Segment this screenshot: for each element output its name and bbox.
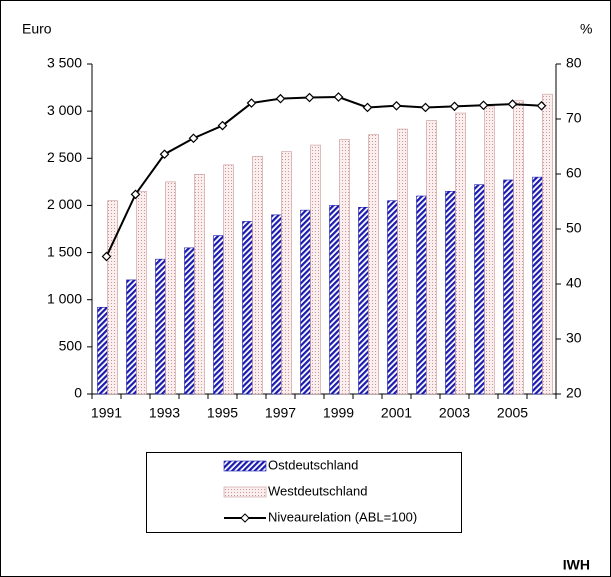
legend-label: Westdeutschland bbox=[268, 483, 368, 498]
bar bbox=[300, 209, 311, 395]
bar bbox=[532, 176, 543, 395]
y-tick-label: 0 bbox=[74, 385, 82, 401]
y-tick-label: 1 000 bbox=[47, 290, 82, 306]
y2-tick-label: 80 bbox=[566, 55, 582, 71]
bar bbox=[107, 200, 118, 395]
bar bbox=[155, 258, 166, 395]
bar bbox=[445, 190, 456, 395]
y2-tick-label: 60 bbox=[566, 165, 582, 181]
bar bbox=[136, 190, 147, 395]
marker bbox=[246, 98, 257, 108]
bar bbox=[474, 184, 485, 395]
legend-label: Ostdeutschland bbox=[268, 457, 358, 472]
y-tick-label: 1 500 bbox=[47, 243, 82, 259]
x-tick-label: 1995 bbox=[207, 405, 238, 421]
x-tick-label: 2001 bbox=[381, 405, 412, 421]
legend-swatch bbox=[223, 486, 267, 498]
y-tick-label: 3 500 bbox=[47, 55, 82, 71]
legend-marker bbox=[240, 513, 250, 523]
marker bbox=[101, 251, 112, 262]
bar bbox=[184, 247, 195, 395]
y2-tick-label: 70 bbox=[566, 110, 582, 126]
bar bbox=[358, 207, 369, 395]
bar bbox=[310, 144, 321, 395]
marker bbox=[449, 101, 460, 112]
marker bbox=[217, 120, 228, 131]
line bbox=[105, 95, 542, 257]
y2-axis-label: % bbox=[580, 21, 592, 37]
marker bbox=[188, 133, 199, 144]
y-tick-label: 3 000 bbox=[47, 102, 82, 118]
y-tick-label: 2 000 bbox=[47, 196, 82, 212]
bar bbox=[126, 279, 137, 395]
marker bbox=[130, 189, 141, 200]
y2-tick-label: 50 bbox=[566, 220, 582, 236]
marker bbox=[275, 93, 286, 104]
bar bbox=[416, 195, 427, 395]
bar bbox=[542, 93, 553, 395]
x-tick-label: 2003 bbox=[439, 405, 470, 421]
bar bbox=[387, 200, 398, 395]
bar bbox=[455, 112, 466, 395]
y-tick-label: 500 bbox=[59, 338, 83, 354]
legend-label: Niveaurelation (ABL=100) bbox=[268, 509, 417, 524]
legend-box bbox=[146, 452, 462, 533]
bar bbox=[397, 128, 408, 395]
source: IWH bbox=[563, 557, 590, 573]
x-tick-label: 1999 bbox=[323, 405, 354, 421]
bar bbox=[223, 164, 234, 395]
marker bbox=[391, 100, 402, 111]
marker bbox=[420, 102, 431, 113]
marker bbox=[304, 92, 315, 103]
bar bbox=[513, 100, 524, 395]
bar bbox=[503, 179, 514, 395]
x-tick-label: 2005 bbox=[497, 405, 528, 421]
marker bbox=[478, 100, 489, 111]
bar bbox=[252, 156, 263, 395]
marker bbox=[159, 149, 170, 160]
bar bbox=[339, 139, 350, 395]
y2-tick-label: 30 bbox=[566, 330, 582, 346]
y-tick-label: 2 500 bbox=[47, 149, 82, 165]
x-tick-label: 1991 bbox=[91, 405, 122, 421]
bar bbox=[368, 134, 379, 395]
marker bbox=[362, 102, 373, 113]
y2-tick-label: 20 bbox=[566, 385, 582, 401]
marker bbox=[333, 92, 344, 102]
bar bbox=[213, 235, 224, 395]
bar bbox=[97, 306, 108, 395]
x-tick-label: 1997 bbox=[265, 405, 296, 421]
bar bbox=[165, 181, 176, 395]
legend: Ostdeutschland Westdeutschland Niveaurelat… bbox=[223, 457, 417, 524]
bar bbox=[329, 205, 340, 395]
marker bbox=[536, 100, 547, 111]
bar bbox=[281, 151, 292, 395]
bar bbox=[242, 221, 253, 395]
bar bbox=[426, 120, 437, 395]
x-tick-label: 1993 bbox=[149, 405, 180, 421]
bar bbox=[484, 106, 495, 395]
bar bbox=[194, 174, 205, 395]
bar bbox=[271, 214, 282, 395]
legend-swatch bbox=[223, 460, 267, 472]
y-axis-label: Euro bbox=[22, 21, 52, 37]
marker bbox=[507, 99, 518, 109]
y2-tick-label: 40 bbox=[566, 275, 582, 291]
